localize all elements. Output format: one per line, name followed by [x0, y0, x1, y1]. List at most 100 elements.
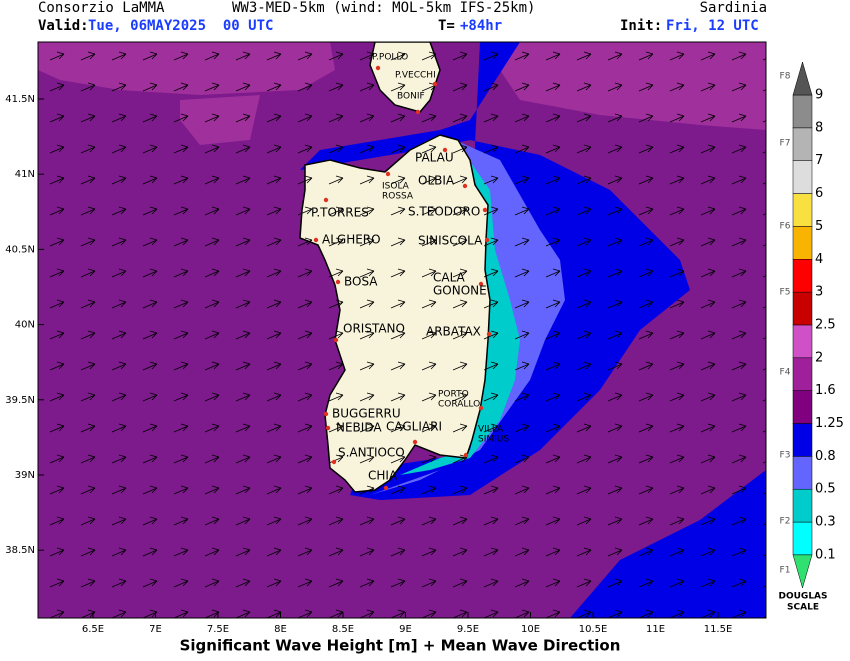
valid-label: Valid:: [38, 18, 89, 34]
wave-arrow: [390, 547, 406, 557]
wave-arrow: [297, 485, 313, 495]
colorbar-band: [792, 324, 813, 359]
wave-arrow: [700, 144, 716, 154]
place-dot: [442, 147, 448, 153]
wave-arrow: [483, 454, 499, 464]
wave-arrow: [142, 423, 158, 433]
wave-arrow: [545, 82, 561, 92]
wave-arrow: [142, 175, 158, 185]
wave-arrow: [390, 206, 406, 216]
wave-arrow: [235, 268, 251, 278]
wave-arrow: [173, 454, 189, 464]
wave-arrow: [80, 206, 96, 216]
place-label: S.TEODORO: [408, 205, 480, 219]
wave-arrow: [607, 516, 623, 526]
wave-arrow: [390, 454, 406, 464]
wave-arrow: [421, 330, 437, 340]
wave-arrow: [390, 578, 406, 588]
place-dot: [375, 65, 381, 71]
lon-label: 8.5E: [332, 624, 354, 635]
wave-arrow: [545, 299, 561, 309]
org: Consorzio LaMMA: [38, 0, 165, 16]
wave-arrow: [762, 399, 766, 402]
wave-arrow: [235, 82, 251, 92]
wave-arrow: [514, 175, 530, 185]
wave-arrow: [607, 206, 623, 216]
wave-arrow: [638, 485, 654, 495]
wave-arrow: [142, 82, 158, 92]
wave-arrow: [328, 361, 344, 371]
wave-arrow: [607, 144, 623, 154]
wave-arrow: [328, 82, 344, 92]
colorbar-level: 0.8: [815, 449, 836, 464]
wave-arrow: [173, 82, 189, 92]
wave-arrow: [483, 485, 499, 495]
place-label: CAGLIARI: [386, 420, 442, 434]
wave-arrow: [669, 330, 685, 340]
wave-arrow: [80, 144, 96, 154]
wave-arrow: [669, 547, 685, 557]
wave-arrow: [638, 330, 654, 340]
wave-arrow: [545, 423, 561, 433]
wave-arrow: [49, 330, 65, 340]
wave-arrow: [452, 206, 468, 216]
wave-arrow: [297, 144, 313, 154]
place-label: ROSSA: [382, 192, 414, 202]
place-dot: [463, 452, 469, 458]
wave-arrow: [545, 516, 561, 526]
place-dot: [313, 237, 319, 243]
wave-arrow: [545, 144, 561, 154]
wave-arrow: [80, 392, 96, 402]
wave-arrow: [762, 89, 766, 92]
wave-arrow: [204, 485, 220, 495]
wave-arrow: [142, 144, 158, 154]
wave-arrow: [266, 423, 282, 433]
place-label: BOSA: [344, 275, 378, 289]
wave-arrow: [111, 609, 127, 618]
wave-arrow: [731, 330, 747, 340]
wave-arrow: [173, 268, 189, 278]
wave-arrow: [390, 392, 406, 402]
wave-arrow: [545, 206, 561, 216]
colorbar-level: 1.6: [815, 383, 836, 398]
wave-arrow: [669, 268, 685, 278]
wave-arrow: [297, 237, 313, 247]
wave-arrow: [421, 578, 437, 588]
colorbar-band: [792, 160, 813, 194]
wave-arrow: [80, 82, 96, 92]
wave-arrow: [204, 392, 220, 402]
wave-arrow: [80, 237, 96, 247]
lat-label: 41N: [15, 169, 35, 180]
wave-arrow: [359, 330, 375, 340]
wave-arrow: [328, 578, 344, 588]
place-label: ISOLA: [382, 182, 410, 192]
place-label: BUGGERRU: [332, 407, 401, 421]
wave-arrow: [328, 330, 344, 340]
wave-arrow: [204, 51, 220, 61]
wave-arrow: [638, 268, 654, 278]
wave-arrow: [514, 454, 530, 464]
wave-arrow: [669, 175, 685, 185]
wave-arrow: [514, 82, 530, 92]
wave-arrow: [359, 268, 375, 278]
wave-arrow: [576, 113, 592, 123]
wave-arrow: [111, 578, 127, 588]
wave-arrow: [483, 237, 499, 247]
place-dot: [462, 183, 468, 189]
wave-arrow: [297, 206, 313, 216]
wave-arrow: [142, 547, 158, 557]
wave-arrow: [359, 237, 375, 247]
wave-arrow: [359, 578, 375, 588]
wave-arrow: [421, 237, 437, 247]
wave-arrow: [204, 175, 220, 185]
wave-arrow: [297, 113, 313, 123]
colorbar-band: [792, 357, 813, 391]
douglas-label: F5: [780, 288, 791, 298]
wave-arrow: [266, 51, 282, 61]
wave-arrow: [731, 423, 747, 433]
wave-arrow: [669, 206, 685, 216]
wave-arrow: [638, 299, 654, 309]
wave-arrow: [359, 113, 375, 123]
wave-arrow: [297, 268, 313, 278]
wave-arrow: [80, 578, 96, 588]
